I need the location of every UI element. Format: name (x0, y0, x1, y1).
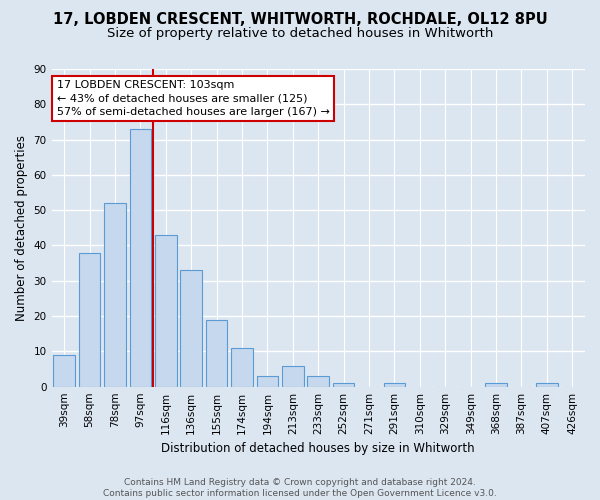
Y-axis label: Number of detached properties: Number of detached properties (15, 135, 28, 321)
Bar (383, 383, 405, 386)
Text: Size of property relative to detached houses in Whitworth: Size of property relative to detached ho… (107, 28, 493, 40)
Bar (485, 383, 507, 386)
Text: 17, LOBDEN CRESCENT, WHITWORTH, ROCHDALE, OL12 8PU: 17, LOBDEN CRESCENT, WHITWORTH, ROCHDALE… (53, 12, 547, 28)
Bar (333, 383, 355, 386)
Bar (282, 366, 304, 386)
Bar (79, 252, 100, 386)
Bar (53, 355, 75, 386)
Bar (257, 376, 278, 386)
Bar (536, 383, 557, 386)
Bar (130, 129, 151, 386)
Text: Contains HM Land Registry data © Crown copyright and database right 2024.
Contai: Contains HM Land Registry data © Crown c… (103, 478, 497, 498)
Bar (155, 235, 176, 386)
Bar (206, 320, 227, 386)
Bar (307, 376, 329, 386)
Bar (104, 203, 126, 386)
X-axis label: Distribution of detached houses by size in Whitworth: Distribution of detached houses by size … (161, 442, 475, 455)
Bar (231, 348, 253, 387)
Bar (181, 270, 202, 386)
Text: 17 LOBDEN CRESCENT: 103sqm
← 43% of detached houses are smaller (125)
57% of sem: 17 LOBDEN CRESCENT: 103sqm ← 43% of deta… (57, 80, 330, 116)
